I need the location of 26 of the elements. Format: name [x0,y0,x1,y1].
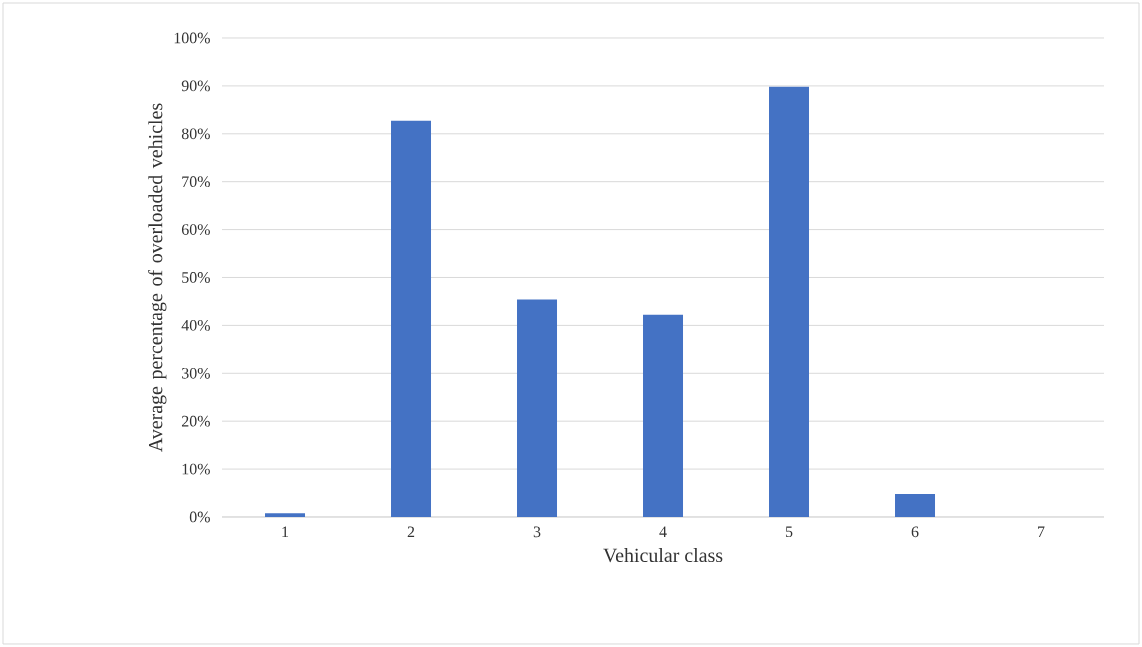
x-axis-title: Vehicular class [603,548,723,563]
x-tick-label: 7 [1038,526,1045,537]
x-tick-label: 5 [785,526,793,538]
y-tick-label: 50% [182,272,210,283]
y-tick-label: 70% [182,176,210,188]
y-tick-label: 10% [182,463,210,475]
y-tick-label: 100% [174,32,210,44]
y-tick-label: 90% [181,80,210,92]
y-tick-label: 80% [181,128,210,140]
bar [769,86,810,517]
x-tick-label: 4 [659,526,667,537]
y-tick-label: 0% [189,511,210,523]
y-tick-label: 60% [181,224,210,235]
x-tick-label: 3 [533,526,541,538]
x-tick-label: 6 [911,526,919,538]
y-tick-label: 30% [182,367,210,379]
y-tick-label: 40% [181,319,210,331]
x-tick-label: 1 [282,526,289,538]
bar [895,493,936,517]
x-tick-label: 2 [407,526,415,538]
bar [391,120,432,517]
bar [517,299,558,517]
bar [643,314,684,517]
bar [265,513,306,517]
y-axis-title: Average percentage of overloaded vehicles [148,103,167,452]
y-tick-label: 20% [181,415,210,427]
